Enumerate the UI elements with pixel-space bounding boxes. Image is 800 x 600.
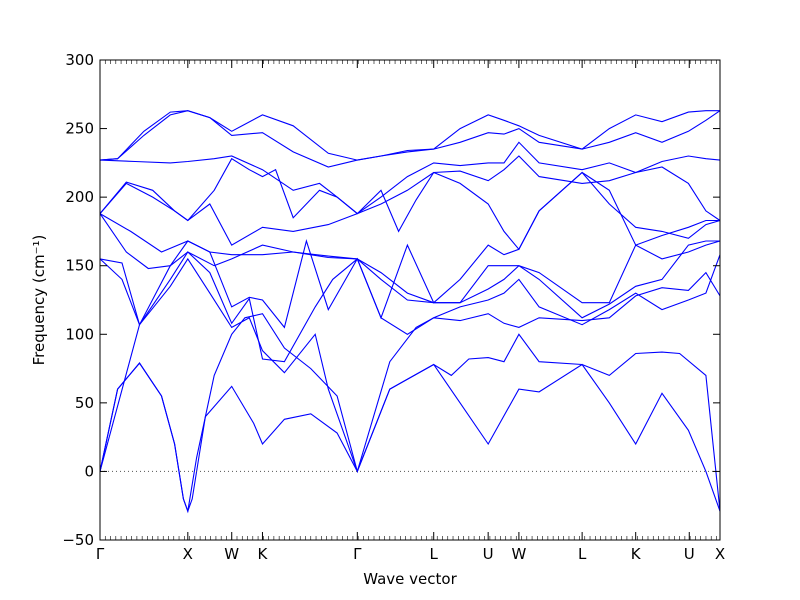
- x-tick-label: W: [224, 545, 239, 563]
- y-tick-label: 0: [84, 462, 94, 480]
- x-tick-label: K: [258, 545, 269, 563]
- x-tick-label: Γ: [353, 545, 362, 563]
- x-tick-label: X: [183, 545, 193, 563]
- phonon-band-3: [99, 257, 721, 474]
- x-tick-label: Γ: [96, 545, 105, 563]
- phonon-band-10: [99, 141, 721, 215]
- phonon-band-8: [99, 171, 720, 251]
- y-tick-label: 50: [75, 394, 94, 412]
- phonon-band-9: [99, 155, 721, 233]
- phonon-band-12: [99, 110, 720, 161]
- x-tick-label: U: [483, 545, 494, 563]
- phonon-band-4: [99, 251, 721, 363]
- x-tick-label: K: [631, 545, 642, 563]
- phonon-bands: [99, 110, 721, 514]
- plot-frame: [99, 59, 721, 541]
- x-tick-label: W: [511, 545, 526, 563]
- x-tick-label: L: [578, 545, 587, 563]
- phonon-band-7: [99, 171, 721, 304]
- x-tick-label: X: [715, 545, 725, 563]
- y-tick-label: 250: [65, 120, 94, 138]
- x-tick-label: U: [684, 545, 695, 563]
- x-axis-label: Wave vector: [363, 570, 457, 588]
- y-tick-label: −50: [62, 531, 94, 549]
- y-tick-label: 150: [65, 257, 94, 275]
- y-tick-label: 100: [65, 325, 94, 343]
- x-tick-label: L: [430, 545, 439, 563]
- y-tick-label: 300: [65, 51, 94, 69]
- y-tick-label: 200: [65, 188, 94, 206]
- y-axis-label: Frequency (cm⁻¹): [30, 235, 48, 366]
